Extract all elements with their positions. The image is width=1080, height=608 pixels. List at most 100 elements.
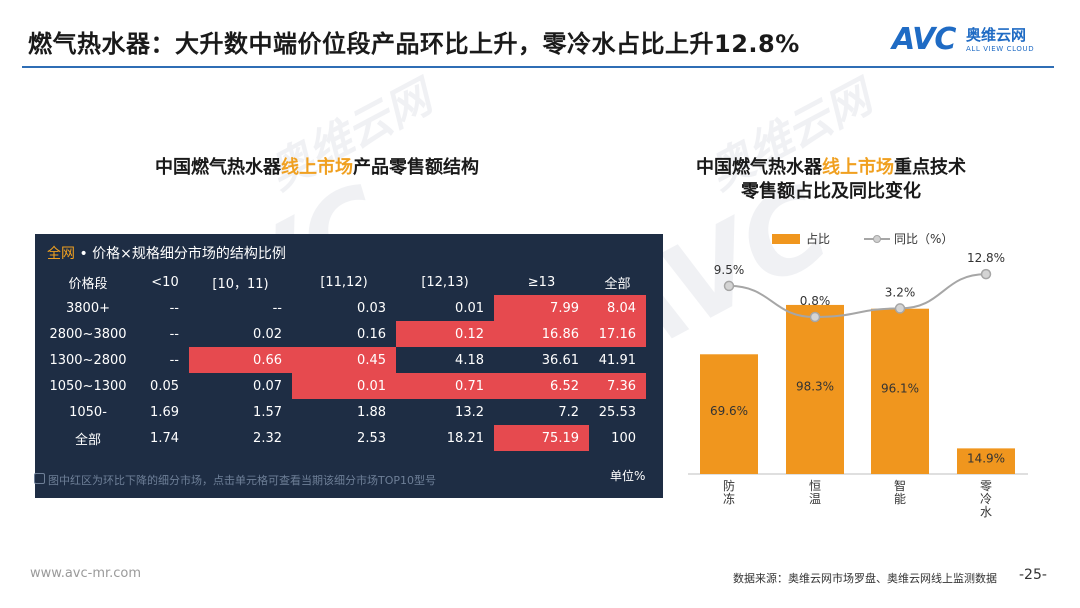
table-cell[interactable]: 13.2 xyxy=(455,404,484,420)
row-label: 1300~2800 xyxy=(49,352,127,368)
table-header-row: 价格段 <10 [10，11) [11,12) [12,13) ≥13 全部 xyxy=(35,269,646,295)
heading-line-1: 中国燃气热水器线上市场重点技术 xyxy=(676,156,986,180)
tech-share-chart: 占比 同比（%） 69.6% 防冻 98.3% 恒温 96.1% 智能 14.9% 零冷水 9.5%… xyxy=(688,231,1028,519)
table-cell[interactable]: 0.03 xyxy=(357,300,386,316)
column-header: ≥13 xyxy=(527,274,556,290)
line-data-label: 9.5% xyxy=(714,263,745,277)
table-row: 3800+ -- -- 0.03 0.01 7.99 8.04 xyxy=(35,295,646,321)
category-label: 冷 xyxy=(980,492,992,506)
table-cell[interactable]: 7.99 xyxy=(494,295,589,321)
table-cell[interactable]: -- xyxy=(169,352,179,368)
category-label: 冻 xyxy=(723,491,735,506)
bar-data-label: 69.6% xyxy=(710,404,748,418)
table-cell[interactable]: 0.02 xyxy=(253,326,282,342)
legend-label: 同比（%） xyxy=(894,232,953,246)
table-unit: 单位% xyxy=(610,469,646,483)
table-cell[interactable]: 0.16 xyxy=(357,326,386,342)
logo-en: ALL VIEW CLOUD xyxy=(966,45,1035,53)
table-cell[interactable]: 0.12 xyxy=(396,321,494,347)
heading-part: 中国燃气热水器 xyxy=(155,157,281,178)
table-cell[interactable]: 7.2 xyxy=(558,404,579,420)
comment-icon xyxy=(34,473,45,484)
table-cell[interactable]: 1.57 xyxy=(253,404,282,420)
footer-url[interactable]: www.avc-mr.com xyxy=(30,566,142,581)
bar xyxy=(957,448,1015,474)
bar xyxy=(700,354,758,474)
legend-label: 占比 xyxy=(806,231,830,246)
scope-all-network[interactable]: 全网 xyxy=(47,246,75,262)
table-cell[interactable]: -- xyxy=(169,300,179,316)
bar-data-label: 14.9% xyxy=(967,451,1005,465)
column-header: [10，11) xyxy=(212,276,269,292)
table-cell[interactable]: 0.71 xyxy=(396,373,494,399)
table-cell[interactable]: 18.21 xyxy=(446,430,484,446)
table-cell[interactable]: 2.32 xyxy=(253,430,282,446)
row-label: 1050~1300 xyxy=(49,378,127,394)
column-header: 全部 xyxy=(604,276,631,292)
line-point xyxy=(809,311,821,323)
table-cell[interactable]: 8.04 xyxy=(589,295,646,321)
heading-line-2: 零售额占比及同比变化 xyxy=(741,181,921,202)
series-line xyxy=(728,273,987,319)
table-cell[interactable]: 100 xyxy=(611,430,636,446)
table-cell[interactable]: 0.07 xyxy=(253,378,282,394)
table-cell[interactable]: 16.86 xyxy=(494,321,589,347)
table-row: 全部 1.74 2.32 2.53 18.21 75.19 100 xyxy=(35,425,646,451)
table-cell[interactable]: 1.69 xyxy=(150,404,179,420)
table-cell[interactable]: 0.66 xyxy=(189,347,292,373)
heading-part: 产品零售额结构 xyxy=(353,157,479,178)
line-data-label: 12.8% xyxy=(967,251,1005,265)
table-cell[interactable]: 17.16 xyxy=(589,321,646,347)
table-cell[interactable]: -- xyxy=(272,300,282,316)
table-cell[interactable]: 41.91 xyxy=(598,352,636,368)
line-point xyxy=(980,268,992,280)
bar-data-label: 98.3% xyxy=(796,379,834,393)
table-cell[interactable]: -- xyxy=(169,326,179,342)
heading-part: 重点技术 xyxy=(894,157,966,178)
category-label: 温 xyxy=(809,492,821,506)
title-divider xyxy=(22,66,1054,68)
category-label: 水 xyxy=(980,505,992,519)
table-cell[interactable]: 0.45 xyxy=(292,347,396,373)
footer-source: 数据来源：奥维云网市场罗盘、奥维云网线上监测数据 xyxy=(733,572,997,585)
category-label: 智 xyxy=(894,478,906,493)
column-header: 价格段 xyxy=(68,276,108,292)
table-cell[interactable]: 0.01 xyxy=(455,300,484,316)
page-number: -25- xyxy=(1019,567,1047,583)
category-label: 能 xyxy=(894,492,906,506)
logo-mark: AVC xyxy=(892,22,956,57)
category-label: 恒 xyxy=(809,479,821,493)
table-row: 1300~2800 -- 0.66 0.45 4.18 36.61 41.91 xyxy=(35,347,646,373)
table-header-caption: 全网 • 价格×规格细分市场的结构比例 xyxy=(47,243,286,263)
logo-cn: 奥维云网 xyxy=(966,26,1027,44)
table-cell[interactable]: 75.19 xyxy=(494,425,589,451)
table-cell[interactable]: 36.61 xyxy=(541,352,579,368)
row-label: 全部 xyxy=(74,432,101,448)
table-cell[interactable]: 4.18 xyxy=(455,352,484,368)
table-cell[interactable]: 6.52 xyxy=(494,373,589,399)
table-cell[interactable]: 0.01 xyxy=(292,373,396,399)
column-header: [12,13) xyxy=(421,274,469,290)
line-point xyxy=(723,280,735,292)
column-header: [11,12) xyxy=(320,274,368,290)
bar xyxy=(871,308,929,474)
table-footnote: 图中红区为环比下降的细分市场，点击单元格可查看当期该细分市场TOP10型号 xyxy=(48,474,437,487)
category-label: 防 xyxy=(723,478,735,493)
table-cell[interactable]: 7.36 xyxy=(589,373,646,399)
right-chart-heading: 中国燃气热水器线上市场重点技术 零售额占比及同比变化 xyxy=(676,156,986,204)
price-spec-table: 价格段 <10 [10，11) [11,12) [12,13) ≥13 全部 3800+ -- -… xyxy=(35,269,646,451)
table-cell[interactable]: 1.74 xyxy=(150,430,179,446)
table-row: 2800~3800 -- 0.02 0.16 0.12 16.86 17.16 xyxy=(35,321,646,347)
line-data-label: 0.8% xyxy=(800,294,831,308)
line-point xyxy=(894,303,906,314)
row-label: 3800+ xyxy=(66,300,110,316)
column-header: <10 xyxy=(151,274,179,290)
table-cell[interactable]: 0.05 xyxy=(150,378,179,394)
line-data-label: 3.2% xyxy=(885,285,916,299)
watermark-cn: 奥维云网 xyxy=(260,72,440,200)
table-cell[interactable]: 25.53 xyxy=(598,404,636,420)
category-label: 零 xyxy=(980,479,992,493)
table-row: 1050~1300 0.05 0.07 0.01 0.71 6.52 7.36 xyxy=(35,373,646,399)
table-cell[interactable]: 1.88 xyxy=(357,404,386,420)
table-cell[interactable]: 2.53 xyxy=(357,430,386,446)
